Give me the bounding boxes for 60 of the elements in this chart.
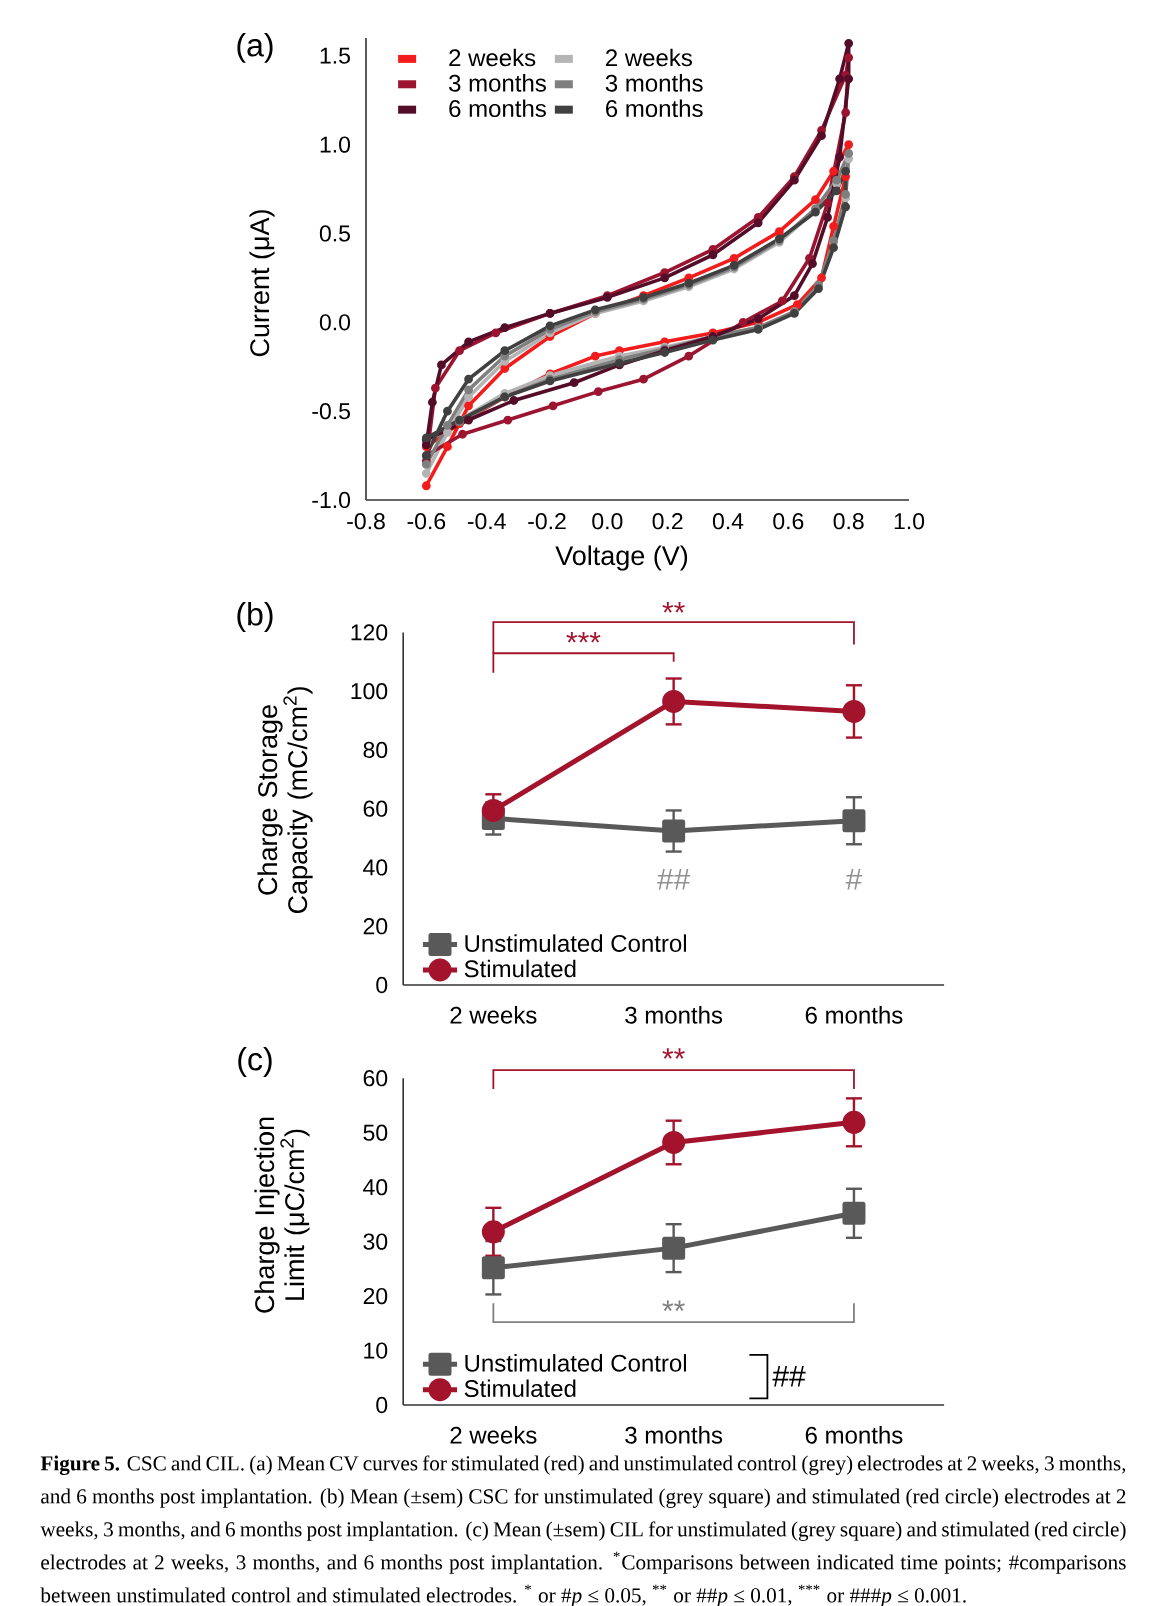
legend-label: 3 months xyxy=(605,74,703,92)
x-tick-label: 0.2 xyxy=(652,513,683,530)
x-tick-label: -0.2 xyxy=(528,513,566,530)
y-tick-label: 80 xyxy=(363,741,388,759)
x-tick-label: 2 weeks xyxy=(450,1006,537,1024)
x-tick-label: -0.4 xyxy=(467,513,506,530)
x-axis-title: Voltage (V) xyxy=(555,545,688,571)
y-tick-label: 120 xyxy=(351,624,388,641)
y-tick-label: 0.5 xyxy=(319,225,350,242)
y-tick-label: 20 xyxy=(363,1287,388,1305)
legend-label: Unstimulated Control xyxy=(465,934,687,952)
annotation: ** xyxy=(662,1300,685,1311)
chart-title: (c) xyxy=(238,1047,272,1077)
y-axis-title: Current (μA) xyxy=(249,210,275,357)
y-tick-label: 40 xyxy=(363,859,388,876)
y-tick-label: -1.0 xyxy=(312,491,351,509)
chart-title: (a) xyxy=(237,33,273,63)
y-tick-label: 100 xyxy=(351,683,388,700)
y-tick-label: 50 xyxy=(363,1124,388,1141)
y-tick-label: -0.5 xyxy=(312,403,350,420)
chart-title: (b) xyxy=(237,602,273,632)
legend-label: 2 weeks xyxy=(449,48,536,67)
y-tick-label: 60 xyxy=(363,1070,388,1087)
legend-label: 6 months xyxy=(606,99,703,118)
legend-label: 6 months xyxy=(449,99,546,118)
text: ** xyxy=(662,602,685,613)
legend-label: Stimulated xyxy=(464,959,576,978)
annotation: ## xyxy=(657,868,691,890)
y-tick-label: 10 xyxy=(364,1342,388,1359)
x-tick-label: 6 months xyxy=(805,1006,903,1024)
y-tick-label: 1.0 xyxy=(320,136,351,153)
x-tick-label: 1.0 xyxy=(894,513,925,530)
y-tick-label: 30 xyxy=(363,1233,388,1250)
x-tick-label: 0.6 xyxy=(773,513,804,530)
legend-label: 2 weeks xyxy=(606,48,692,67)
x-tick-label: -0.6 xyxy=(407,513,446,530)
y-tick-label: 20 xyxy=(363,918,388,935)
legend-label: 3 months xyxy=(449,74,546,92)
annotation: ## xyxy=(772,1365,806,1387)
text: Figure 5. CSC and CIL. (a) Mean CV curves for stimulated (red) and unstimulated control (grey) electrodes at 2 weeks, 3 months, and 6 months post implantation. (b) Mean (±sem) CSC for unstimulated (grey square) and stimulated (red circle) electrodes at 2 weeks, 3 months, and 6 months post implantation. (c) Mean (±sem) CIL for unstimulated (grey square) and stimulated (red circle) electrodes at 2 weeks, 3 months, and 6 months post implantation. $^{*}$Comparisons between indicated time points; #comparisons between unstimulated control and stimulated electrodes. $^{*}$ or #p ≤ 0.05, $^{**}$ or ##p ≤ 0.01, $^{***}$ or ###p ≤ 0.001. xyxy=(40,1455,1126,1606)
legend-label: Unstimulated Control xyxy=(465,1354,687,1372)
y-tick-label: 0 xyxy=(376,976,388,994)
x-tick-label: 3 months xyxy=(625,1006,723,1024)
y-tick-label: 1.5 xyxy=(320,47,350,64)
y-tick-label: 0 xyxy=(376,1396,388,1414)
y-tick-label: 40 xyxy=(363,1179,388,1196)
y-tick-label: 0.0 xyxy=(319,314,351,331)
annotation: *** xyxy=(566,632,601,643)
annotation: # xyxy=(845,868,863,890)
x-tick-label: 3 months xyxy=(625,1426,723,1444)
x-tick-label: 2 weeks xyxy=(450,1426,537,1444)
x-tick-label: 0.8 xyxy=(833,513,864,530)
x-tick-label: 0.0 xyxy=(592,513,623,530)
y-tick-label: 60 xyxy=(363,800,388,817)
x-tick-label: 6 months xyxy=(805,1426,903,1444)
text: ** xyxy=(662,1048,685,1059)
x-tick-label: -0.8 xyxy=(347,513,385,530)
x-tick-label: 0.4 xyxy=(712,513,744,530)
y-axis-title: Charge Storage Capacity (mC/cm$^{2}$) xyxy=(257,687,313,914)
legend-label: Stimulated xyxy=(464,1379,576,1398)
